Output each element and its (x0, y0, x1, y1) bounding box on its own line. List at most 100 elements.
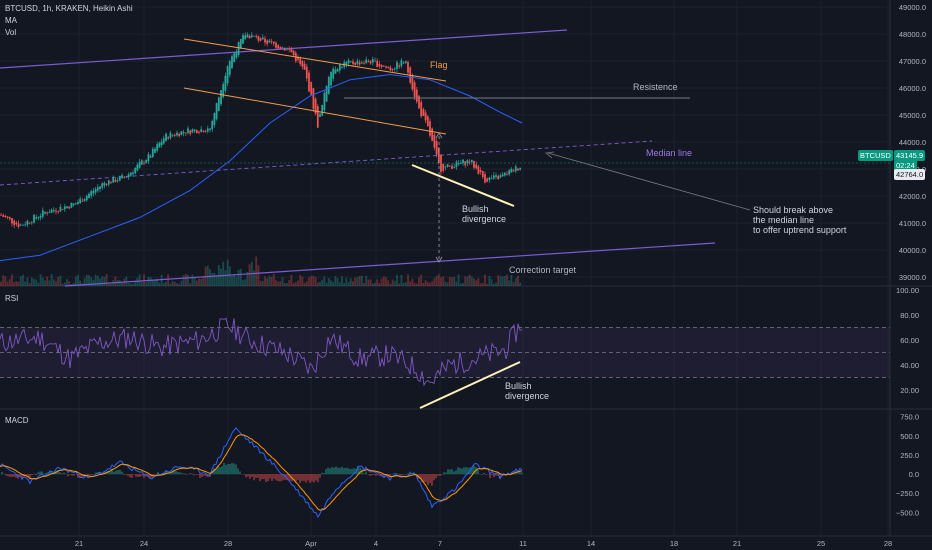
macd-histogram-bar (393, 473, 395, 475)
volume-bar (156, 278, 159, 286)
volume-bar (191, 274, 194, 286)
macd-tick-label: 250.0 (900, 451, 919, 460)
price-candles[interactable] (0, 32, 522, 229)
volume-bar (151, 280, 154, 286)
macd-histogram-bar (421, 474, 423, 482)
candle-body (288, 48, 291, 50)
candle-body (475, 164, 478, 169)
volume-bar (11, 274, 13, 286)
macd-histogram-bar (327, 467, 329, 475)
candle-body (182, 131, 185, 134)
volume-bar (283, 283, 286, 286)
volume-bar (13, 282, 16, 286)
macd-histogram-bar (511, 472, 513, 475)
candle-body (195, 130, 198, 134)
macd-histogram-bar (49, 470, 51, 475)
price-tick-label: 49000.0 (899, 3, 926, 12)
candle-body (125, 176, 128, 178)
candle-body (517, 168, 519, 171)
rsi-legend[interactable]: RSI (5, 294, 19, 303)
volume-legend[interactable]: Vol (5, 28, 17, 37)
volume-bar (431, 281, 434, 286)
candle-body (319, 114, 321, 117)
macd-histogram-bar (153, 474, 155, 476)
date-tick-label: 28 (224, 539, 232, 548)
volume-bar (442, 276, 445, 286)
candle-body (191, 129, 194, 133)
moving-average-line[interactable] (0, 73, 523, 262)
volume-bar (107, 282, 110, 286)
candle-body (325, 86, 328, 102)
candle-body (481, 171, 484, 178)
macd-histogram-bar (353, 468, 355, 475)
candle-body (250, 35, 253, 38)
macd-histogram-bar (321, 472, 323, 475)
candle-body (501, 174, 504, 177)
macd-histogram-bar (319, 474, 321, 478)
volume-bar (0, 281, 2, 286)
rsi-line[interactable] (0, 317, 523, 387)
candle-body (41, 210, 44, 217)
time-axis[interactable]: 21 24 28 Apr 4 7 11 14 18 21 25 28 (75, 539, 892, 548)
bullish-divergence-rsi-label: Bullish divergence (505, 381, 550, 401)
macd-histogram-bar (451, 469, 453, 475)
volume-bar (132, 283, 134, 286)
macd-histogram-bar (341, 466, 343, 475)
macd-indicator[interactable] (0, 427, 523, 519)
volume-bar (46, 276, 49, 286)
volume-bar (389, 283, 392, 286)
drawing-tools[interactable] (0, 38, 890, 409)
candle-body (374, 60, 376, 62)
macd-histogram-bar (281, 474, 283, 481)
candle-body (198, 131, 200, 133)
macd-histogram-bar (231, 462, 233, 475)
candle-body (338, 64, 341, 71)
macd-histogram-bar (11, 474, 13, 478)
volume-bar (281, 277, 284, 286)
volume-bar (418, 277, 420, 286)
candle-body (453, 167, 456, 168)
macd-histogram-bar (31, 474, 33, 476)
macd-histogram-bar (297, 474, 299, 480)
volume-bar (484, 274, 486, 286)
volume-bar (48, 280, 51, 286)
ma-legend[interactable]: MA (5, 16, 17, 25)
candle-body (332, 68, 335, 79)
volume-bar (37, 282, 40, 286)
candle-body (503, 172, 506, 176)
date-tick-label: 18 (670, 539, 678, 548)
macd-histogram-bar (347, 467, 349, 475)
candle-body (387, 66, 390, 69)
price-axis[interactable]: 49000.0 48000.0 47000.0 46000.0 45000.0 44000… (896, 3, 926, 517)
macd-histogram-bar (37, 472, 39, 475)
volume-bar (171, 280, 174, 286)
macd-histogram-bar (519, 471, 521, 475)
callout-arrow-line (547, 152, 751, 211)
volume-bar (356, 277, 359, 286)
macd-histogram-bar (473, 465, 475, 475)
macd-histogram-bar (221, 466, 223, 475)
candle-body (46, 212, 49, 214)
macd-histogram-bar (313, 474, 315, 483)
trend-channel[interactable] (0, 29, 716, 287)
volume-bar (145, 282, 148, 286)
candle-body (88, 193, 90, 199)
symbol-tag: BTCUSD (858, 150, 893, 161)
volume-bar (330, 280, 332, 286)
macd-legend[interactable]: MACD (5, 416, 29, 425)
candle-body (189, 130, 192, 134)
candle-body (398, 65, 401, 67)
volume-bar (429, 282, 431, 286)
candle-body (248, 35, 251, 39)
candle-body (158, 142, 161, 148)
volume-bar (200, 278, 203, 286)
candle-body (145, 160, 148, 163)
macd-histogram-bar (73, 474, 75, 476)
symbol-title[interactable]: BTCUSD, 1h, KRAKEN, Heikin Ashi (5, 4, 133, 13)
volume-bar (468, 274, 471, 286)
candle-body (402, 62, 405, 64)
candle-body (446, 164, 449, 167)
volume-bar (503, 276, 506, 286)
candle-body (235, 52, 238, 58)
